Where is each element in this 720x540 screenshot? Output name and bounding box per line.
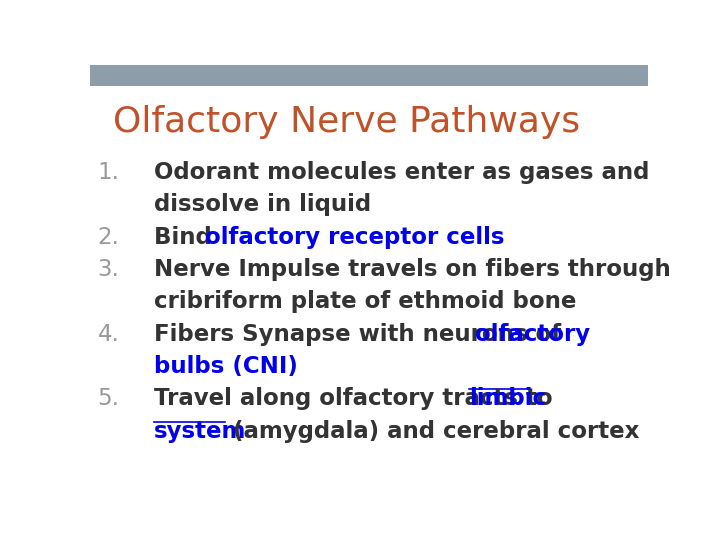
Text: bulbs (CNI): bulbs (CNI) [153,355,297,378]
Text: 4.: 4. [98,323,120,346]
Text: 3.: 3. [98,258,120,281]
Text: limbic: limbic [469,387,546,410]
Polygon shape [90,65,648,86]
Text: Travel along olfactory tracts to: Travel along olfactory tracts to [153,387,560,410]
Text: Bind: Bind [153,226,220,249]
Text: Nerve Impulse travels on fibers through: Nerve Impulse travels on fibers through [153,258,670,281]
Text: 2.: 2. [98,226,120,249]
Text: 5.: 5. [97,387,120,410]
Text: dissolve in liquid: dissolve in liquid [153,193,371,217]
Text: 1.: 1. [97,161,120,184]
Text: Olfactory Nerve Pathways: Olfactory Nerve Pathways [113,105,580,139]
Text: Odorant molecules enter as gases and: Odorant molecules enter as gases and [153,161,649,184]
Text: olfactory: olfactory [475,323,590,346]
Text: olfactory receptor cells: olfactory receptor cells [204,226,504,249]
Text: cribriform plate of ethmoid bone: cribriform plate of ethmoid bone [153,291,576,313]
Text: (amygdala) and cerebral cortex: (amygdala) and cerebral cortex [225,420,639,443]
Text: Fibers Synapse with neurons of: Fibers Synapse with neurons of [153,323,569,346]
Text: system: system [153,420,246,443]
